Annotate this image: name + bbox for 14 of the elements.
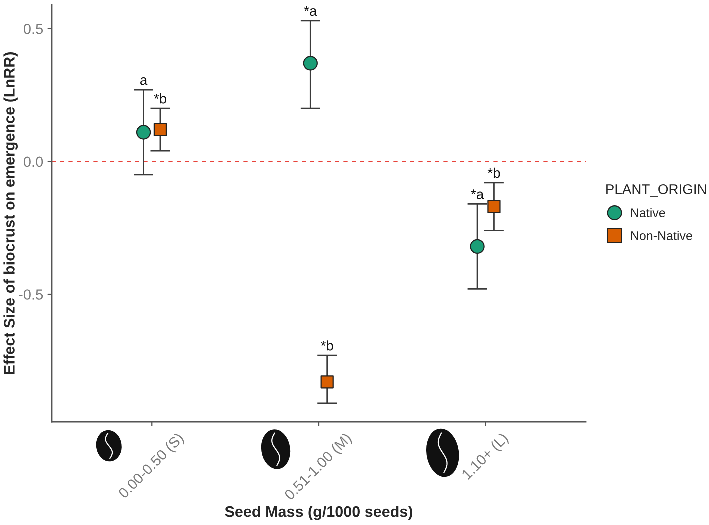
y-axis-title: Effect Size of biocrust on emergence (LnRR) bbox=[4, 52, 18, 374]
annotation: *b bbox=[488, 168, 500, 178]
legend-label: Non-Native bbox=[631, 231, 692, 240]
y-tick-label: 0.5 bbox=[24, 24, 44, 34]
annotation: *a bbox=[471, 190, 484, 200]
annotation: *a bbox=[304, 6, 318, 16]
legend-title: PLANT_ORIGIN bbox=[606, 184, 706, 197]
annotation: *b bbox=[154, 94, 166, 104]
annotation: *b bbox=[321, 340, 334, 351]
legend-label: Native bbox=[631, 208, 666, 218]
x-axis-title: Seed Mass (g/1000 seeds) bbox=[225, 506, 413, 520]
y-tick-label: -0.5 bbox=[19, 290, 44, 300]
annotation: a bbox=[140, 78, 148, 86]
y-tick-label: 0.0 bbox=[24, 156, 44, 168]
